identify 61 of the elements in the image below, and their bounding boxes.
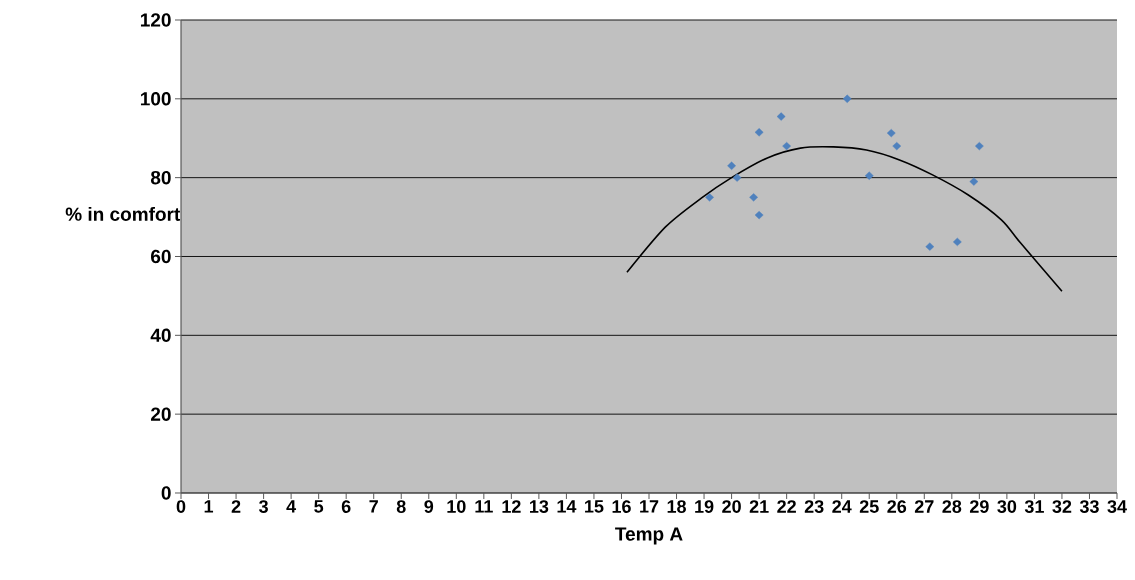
point [754, 128, 764, 137]
x-tick-label: 14 [557, 500, 577, 513]
point [754, 210, 764, 220]
x-tick-label: 34 [1107, 500, 1127, 513]
x-tick-label: 22 [777, 500, 796, 513]
x-tick-label: 4 [286, 500, 297, 513]
point [705, 193, 714, 202]
x-tick-label: 19 [695, 500, 714, 513]
x-tick-label: 2 [231, 500, 241, 513]
x-tick-label: 8 [396, 500, 406, 513]
x-tick-label: 12 [502, 500, 521, 513]
line-series [626, 145, 1063, 292]
y-tick-label: 0 [161, 486, 171, 500]
point [975, 141, 984, 151]
x-tick-label: 32 [1052, 500, 1072, 513]
x-tick-label: 9 [424, 500, 434, 513]
x-tick-label: 30 [997, 500, 1017, 513]
x-tick-label: 31 [1024, 500, 1044, 513]
point [842, 94, 852, 103]
point [727, 161, 736, 170]
x-tick-label: 28 [942, 500, 962, 513]
y-tick-label: 60 [151, 249, 171, 264]
y-tick-label: 20 [151, 407, 171, 421]
x-tick-label: 25 [859, 500, 879, 513]
x-tick-label: 7 [369, 500, 378, 513]
point [732, 173, 742, 182]
x-tick-label: 0 [176, 500, 186, 513]
x-tick-label: 27 [914, 500, 934, 513]
x-tick-label: 10 [447, 500, 466, 513]
x-tick-label: 29 [969, 500, 989, 513]
x-tick-label: 21 [749, 500, 769, 513]
x-tick-label: 6 [341, 500, 351, 513]
y-tick-label: 120 [140, 13, 171, 27]
x-tick-label: 33 [1079, 500, 1099, 513]
point [864, 171, 874, 180]
x-tick-label: 1 [204, 500, 214, 513]
point [782, 141, 791, 151]
x-axis-title: Temp A [615, 527, 683, 545]
x-tick-label: 13 [530, 500, 549, 513]
y-axis-title: % in comfort [65, 206, 181, 221]
point [776, 112, 786, 121]
x-tick-label: 3 [259, 500, 268, 513]
x-tick-label: 11 [475, 500, 493, 513]
x-tick-label: 26 [887, 500, 907, 513]
point [892, 141, 902, 151]
x-tick-label: 5 [314, 500, 324, 513]
x-tick-label: 17 [640, 500, 659, 513]
x-tick-label: 24 [832, 500, 852, 513]
point [925, 242, 935, 251]
y-tick-label: 100 [140, 92, 171, 106]
point [953, 237, 962, 247]
y-tick-label: 40 [150, 328, 171, 343]
point [969, 177, 979, 186]
y-tick-label: 80 [150, 170, 171, 185]
x-tick-label: 18 [667, 500, 686, 513]
point [886, 128, 896, 138]
point [749, 193, 758, 202]
x-tick-label: 15 [585, 500, 604, 513]
x-tick-label: 16 [612, 500, 631, 513]
x-tick-label: 20 [722, 500, 741, 513]
x-tick-label: 23 [804, 500, 824, 513]
